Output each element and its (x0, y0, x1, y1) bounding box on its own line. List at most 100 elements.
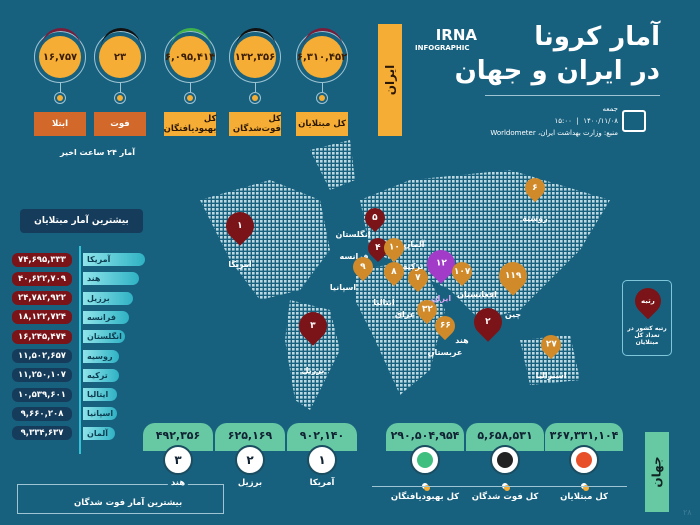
heart-icon (410, 445, 440, 475)
pin-rank: ۳۲ (421, 305, 433, 315)
top-cases-row: ۱۰,۵۳۹,۶۰۱ (12, 387, 72, 402)
top-cases-title: بیشترین آمار مبتلایان (34, 216, 129, 226)
iran-stat-label: کل مبتلایان (296, 112, 348, 136)
world-stat-label: کل فوت شدگان (471, 492, 539, 502)
top-cases-row: ۱۱,۲۵۰,۱۰۷ (12, 368, 72, 383)
country-bar: ایتالیا (83, 388, 117, 402)
arc-indicator (101, 28, 141, 48)
world-tab: جهان (645, 432, 669, 512)
death-country: هند (167, 478, 189, 488)
virus-dark-icon (490, 445, 520, 475)
death-count: ۹۰۲,۱۴۰ (287, 423, 357, 451)
case-count: ۱۸,۱۲۲,۷۲۴ (12, 310, 72, 325)
pin-country: عراق (394, 310, 416, 319)
rank-axis (79, 246, 81, 454)
deaths-bracket (17, 484, 224, 514)
death-count: ۴۹۲,۳۵۶ (143, 423, 213, 451)
case-count: ۱۰,۵۳۹,۶۰۱ (12, 387, 72, 402)
page-title-line2: در ایران و جهان (454, 56, 660, 86)
case-count: ۷۴,۶۹۵,۳۳۳ (12, 252, 72, 267)
case-count: ۱۱,۲۵۰,۱۰۷ (12, 368, 72, 383)
pin-country: چین (504, 310, 522, 319)
arc-indicator (41, 28, 81, 48)
iran-tab: ایران (378, 24, 402, 136)
connector (190, 83, 191, 92)
iran-stat-circle: ۶,۳۱۰,۴۵۲ (296, 28, 348, 83)
pin-country: فرانسه (339, 252, 369, 261)
virus-icon (569, 445, 599, 475)
pin-country: انگلستان (335, 230, 371, 239)
iran-stat-circle: ۱۳۲,۳۵۶ (229, 28, 281, 83)
country-bar: هند (83, 272, 139, 286)
top-cases-row: ۱۱,۵۰۲,۶۵۷ (12, 349, 72, 364)
map-legend: رتبه رتبه کشور در تعداد کل مبتلایان (622, 280, 672, 356)
world-map (200, 140, 610, 410)
connector-dot (114, 92, 126, 104)
world-stat-value: ۵,۶۵۸,۵۳۱ (466, 423, 544, 451)
pin-country: آلمان (403, 240, 425, 249)
iran-stat-label: کل بهبودیافتگان (163, 112, 217, 136)
legend-pin-label: رتبه (641, 297, 655, 306)
iran-stat-label: ابتلا (34, 112, 86, 136)
time: ۱۵:۰۰ (554, 117, 572, 125)
death-rank: ۳ (163, 445, 193, 475)
death-count: ۶۲۵,۱۶۹ (215, 423, 285, 451)
country-bar: آلمان (83, 426, 115, 440)
pin-rank: ۷ (415, 273, 421, 283)
legend-text: رتبه کشور در تعداد کل مبتلایان (627, 325, 667, 346)
pin-rank: ۴ (375, 243, 381, 253)
country-bar: برزیل (83, 291, 133, 305)
pin-country: استرالیا (535, 371, 567, 380)
irna-logo: IRNA INFOGRAPHIC (415, 26, 477, 52)
pin-rank: ۱۱۹ (504, 271, 522, 282)
pin-rank: ۸ (391, 267, 397, 277)
pin-country: آمریکا (228, 260, 252, 269)
connector (120, 83, 121, 92)
pin-rank: ۹ (360, 262, 366, 272)
page-title-line1: آمار کرونا (534, 22, 660, 52)
connector (60, 83, 61, 92)
connector (322, 83, 323, 92)
country-bar: روسیه (83, 349, 119, 363)
world-tab-label: جهان (650, 456, 665, 488)
pin-rank: ۲۷ (545, 340, 557, 350)
connector-dot (54, 92, 66, 104)
country-bar: اسپانیا (83, 407, 117, 421)
case-count: ۱۶,۲۴۵,۴۷۴ (12, 329, 72, 344)
country-bar: فرانسه (83, 310, 129, 324)
deaths-top-line (17, 484, 224, 485)
legend-pin: رتبه (629, 282, 667, 320)
pin-rank: ۱ (237, 221, 243, 231)
pin-rank: ۶ (532, 183, 538, 193)
iran-stat-circle: ۱۶,۷۵۷ (34, 28, 86, 83)
pin-rank: ۳ (310, 321, 316, 331)
page-number: ۲۸ (683, 508, 692, 517)
pin-country: هند (455, 336, 469, 345)
pin-rank: ۱۰۷ (453, 267, 471, 278)
divider (485, 95, 660, 96)
country-bar: ترکیه (83, 368, 119, 382)
pin-country: ترکیه (402, 262, 424, 271)
top-cases-row: ۴۰,۶۲۲,۷۰۹ (12, 271, 72, 286)
world-stat-value: ۳۶۷,۳۳۱,۱۰۴ (545, 423, 623, 451)
death-country: برزیل (234, 478, 266, 488)
connector (255, 83, 256, 92)
pin-country: ایران (430, 294, 452, 303)
connector-dot (316, 92, 328, 104)
pin-country: افغانستان (457, 290, 497, 299)
country-bar: آمریکا (83, 253, 145, 266)
calendar-icon (622, 110, 646, 132)
case-count: ۹,۶۶۰,۲۰۸ (12, 406, 72, 421)
connector-dot (184, 92, 196, 104)
death-rank: ۲ (235, 445, 265, 475)
iran-stat-label: فوت (94, 112, 146, 136)
death-country: آمریکا (306, 478, 338, 488)
top-cases-row: ۲۴,۷۸۲,۹۲۲ (12, 291, 72, 306)
case-count: ۹,۳۳۴,۶۳۷ (12, 426, 72, 441)
iran-tab-label: ایران (383, 64, 398, 96)
pin-country: برزیل (301, 366, 325, 375)
top-deaths-title: بیشترین آمار فوت شدگان (70, 498, 187, 508)
logo-subtext: INFOGRAPHIC (415, 44, 470, 52)
iran-stat-label: کل فوت‌شدگان (229, 112, 281, 136)
pin-country: روسیه (522, 214, 548, 223)
